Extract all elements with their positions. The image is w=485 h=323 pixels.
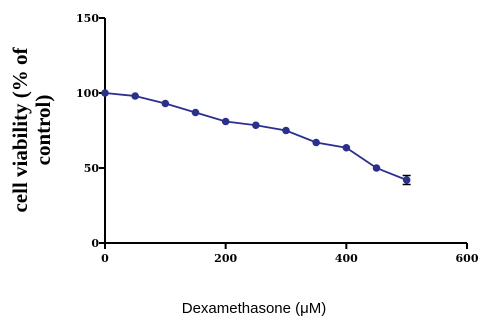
data-point (402, 176, 411, 184)
y-tick-label: 100 (76, 87, 99, 100)
data-point (372, 164, 381, 172)
plot-area (101, 89, 411, 186)
x-tick-label: 0 (101, 252, 109, 265)
data-point (101, 89, 109, 97)
x-tick-label: 400 (335, 252, 358, 265)
x-ticks: 0 200 400 600 (101, 243, 479, 265)
data-point (191, 108, 200, 117)
data-point (131, 92, 139, 100)
x-tick-label: 600 (456, 252, 479, 265)
y-tick-label: 50 (84, 162, 100, 175)
data-point (252, 121, 260, 130)
y-axis-label-line-1: cell viability (% of (8, 46, 32, 212)
data-point (221, 117, 230, 126)
x-tick-label: 200 (214, 252, 237, 265)
data-point (312, 138, 320, 147)
y-axis-label: cell viability (% of (8, 46, 32, 212)
y-ticks: 0 50 100 150 (76, 12, 105, 250)
data-point (342, 143, 351, 152)
y-axis-label-line-2: control) (31, 95, 55, 166)
data-point (282, 126, 290, 135)
series-line (104, 92, 407, 181)
y-axis-label-2: control) (31, 95, 55, 166)
y-tick-label: 150 (76, 12, 99, 25)
y-tick-label: 0 (91, 237, 99, 250)
x-axis-label: Dexamethasone (μM) (182, 300, 327, 317)
data-point (161, 99, 170, 108)
